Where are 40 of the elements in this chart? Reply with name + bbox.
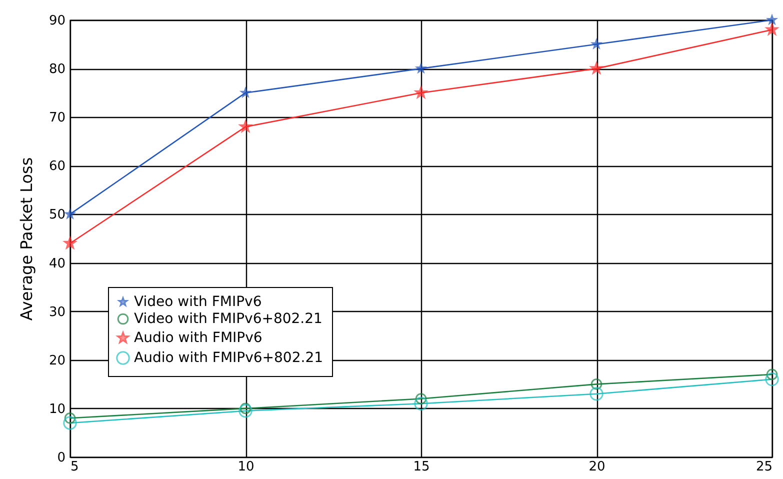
x-tick-label: 5 xyxy=(70,460,79,474)
point xyxy=(240,402,252,414)
point xyxy=(765,372,779,386)
point xyxy=(416,64,426,73)
legend-label: Audio with FMIPv6 xyxy=(134,330,262,346)
y-tick-label: 30 xyxy=(48,304,66,320)
point xyxy=(239,120,252,132)
y-tick-label: 70 xyxy=(48,110,66,126)
point xyxy=(767,15,777,24)
point xyxy=(238,404,252,418)
y-tick-label: 20 xyxy=(48,353,66,368)
point xyxy=(590,378,602,390)
y-tick-label: 80 xyxy=(48,62,66,78)
x-tick-label: 10 xyxy=(238,460,254,474)
point xyxy=(65,209,75,218)
x-tick-label: 15 xyxy=(413,460,430,474)
point xyxy=(590,62,603,74)
y-tick-label: 0 xyxy=(57,450,66,466)
point xyxy=(63,416,77,430)
y-axis-title: Average Packet Loss xyxy=(16,157,36,321)
legend-label: Video with FMIPv6 xyxy=(134,294,262,310)
point xyxy=(64,412,76,424)
y-tick-label: 90 xyxy=(48,14,66,28)
legend-label: Video with FMIPv6+802.21 xyxy=(134,311,322,327)
x-tick-label: 25 xyxy=(756,460,772,474)
point xyxy=(590,387,604,401)
point xyxy=(414,86,428,98)
point xyxy=(592,39,602,48)
point xyxy=(415,393,427,404)
legend-label: Audio with FMIPv6+802.21 xyxy=(134,350,324,366)
y-tick-label: 10 xyxy=(48,402,66,417)
y-tick-label: 40 xyxy=(48,256,66,272)
point xyxy=(766,23,778,35)
x-tick-label: 20 xyxy=(588,460,606,474)
y-tick-label: 60 xyxy=(48,159,66,174)
y-tick-label: 50 xyxy=(48,208,66,223)
point xyxy=(64,237,76,249)
point xyxy=(414,396,428,410)
point xyxy=(766,368,778,380)
point xyxy=(240,88,250,97)
